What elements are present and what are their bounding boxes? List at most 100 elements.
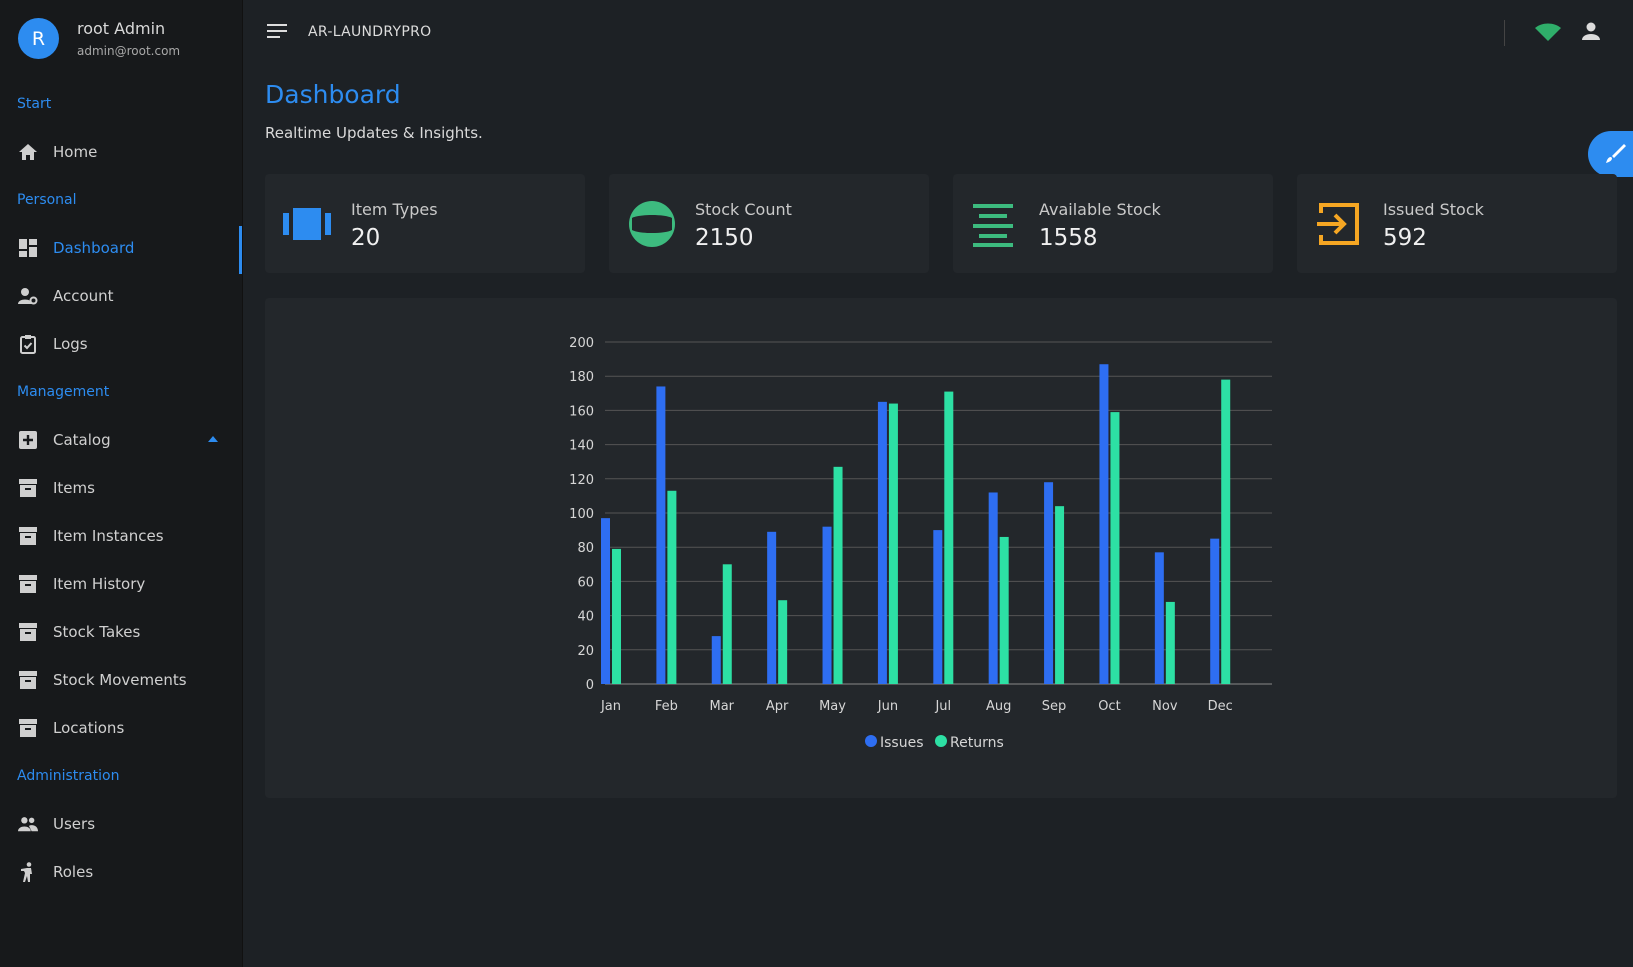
card-value: 20 — [351, 225, 381, 251]
legend-marker — [935, 735, 947, 747]
archive-icon — [18, 478, 38, 498]
bar-issues — [877, 401, 887, 684]
sidebar-item-label: Stock Movements — [53, 671, 187, 689]
y-tick-label: 100 — [569, 507, 594, 522]
sidebar-item-label: Dashboard — [53, 239, 135, 257]
sidebar-item-label: Item Instances — [53, 527, 164, 545]
x-tick-label: Jul — [934, 699, 951, 714]
bar-issues — [1099, 364, 1109, 684]
top-bar: AR-LAUNDRYPRO — [242, 0, 1633, 66]
sidebar-item-label: Catalog — [53, 431, 111, 449]
sidebar-item-item-history[interactable]: Item History — [0, 560, 242, 608]
profile-name: root Admin — [77, 19, 166, 38]
card-value: 2150 — [695, 225, 754, 251]
bar-issues — [656, 386, 666, 684]
sidebar-item-users[interactable]: Users — [0, 800, 242, 848]
bar-issues — [1154, 552, 1164, 684]
x-tick-label: Aug — [986, 699, 1011, 714]
sidebar-item-roles[interactable]: Roles — [0, 848, 242, 896]
paint-brush-icon — [1606, 144, 1626, 163]
x-tick-label: Apr — [766, 699, 789, 714]
x-tick-label: May — [819, 699, 846, 714]
y-tick-label: 80 — [577, 541, 594, 556]
legend-label: Issues — [880, 735, 924, 751]
stock-count-icon — [627, 201, 675, 247]
sidebar-item-label: Roles — [53, 863, 94, 881]
archive-icon — [18, 574, 38, 594]
x-tick-label: Nov — [1152, 699, 1178, 714]
bar-returns — [944, 391, 954, 684]
sidebar-item-locations[interactable]: Locations — [0, 704, 242, 752]
sidebar-item-label: Account — [53, 287, 114, 305]
stat-card-available-stock[interactable]: Available Stock 1558 — [953, 174, 1273, 273]
bar-issues — [933, 530, 943, 684]
page-title: Dashboard — [265, 80, 401, 109]
home-icon — [18, 142, 38, 162]
y-tick-label: 140 — [569, 439, 594, 454]
sidebar-item-label: Locations — [53, 719, 125, 737]
archive-icon — [18, 718, 38, 738]
archive-icon — [18, 670, 38, 690]
bar-returns — [778, 600, 788, 684]
caret-up-icon[interactable] — [208, 436, 218, 442]
bar-returns — [1221, 379, 1231, 684]
card-label: Stock Count — [695, 200, 792, 219]
wifi-icon[interactable] — [1535, 23, 1561, 45]
sidebar-item-label: Items — [53, 479, 95, 497]
x-tick-label: Sep — [1042, 699, 1067, 714]
sidebar-item-catalog[interactable]: Catalog — [0, 416, 242, 464]
chart-panel: 0 20 40 60 80 100 120 140 160 180 200 Jan Feb Mar Apr M… — [265, 298, 1617, 798]
x-tick-label: Oct — [1098, 699, 1120, 714]
divider — [1504, 20, 1505, 46]
user-icon[interactable] — [1582, 22, 1600, 44]
sidebar-item-logs[interactable]: Logs — [0, 320, 242, 368]
stat-card-issued-stock[interactable]: Issued Stock 592 — [1297, 174, 1617, 273]
sidebar-item-dashboard[interactable]: Dashboard — [0, 224, 242, 274]
sidebar-item-item-instances[interactable]: Item Instances — [0, 512, 242, 560]
card-value: 1558 — [1039, 225, 1098, 251]
avatar[interactable]: R — [18, 18, 59, 59]
users-icon — [18, 814, 38, 834]
sidebar-item-label: Home — [53, 143, 98, 161]
profile-email: admin@root.com — [77, 44, 181, 58]
y-tick-label: 180 — [569, 370, 594, 385]
y-tick-label: 120 — [569, 473, 594, 488]
bar-issues — [767, 531, 777, 684]
sidebar-item-stock-takes[interactable]: Stock Takes — [0, 608, 242, 656]
bar-returns — [1110, 412, 1120, 684]
clipboard-check-icon — [18, 334, 38, 354]
available-stock-icon — [971, 201, 1019, 247]
sidebar-item-label: Item History — [53, 575, 146, 593]
card-label: Available Stock — [1039, 200, 1161, 219]
menu-icon[interactable] — [267, 24, 287, 40]
y-tick-label: 60 — [577, 575, 594, 590]
sidebar-item-home[interactable]: Home — [0, 128, 242, 176]
dashboard-icon — [18, 238, 38, 258]
customize-button[interactable] — [1588, 131, 1633, 177]
bar-returns — [722, 564, 732, 684]
bar-returns — [1055, 506, 1065, 684]
y-tick-label: 20 — [577, 644, 594, 659]
sidebar-item-items[interactable]: Items — [0, 464, 242, 512]
sidebar-item-label: Stock Takes — [53, 623, 141, 641]
stat-card-stock-count[interactable]: Stock Count 2150 — [609, 174, 929, 273]
x-tick-label: Dec — [1208, 699, 1233, 714]
legend-marker — [865, 735, 877, 747]
sidebar-item-stock-movements[interactable]: Stock Movements — [0, 656, 242, 704]
bar-returns — [667, 490, 677, 684]
sidebar-item-account[interactable]: Account — [0, 272, 242, 320]
y-tick-label: 0 — [586, 678, 594, 693]
user-profile[interactable]: R root Admin admin@root.com — [18, 18, 180, 59]
section-management: Management — [17, 384, 110, 400]
y-tick-label: 160 — [569, 404, 594, 419]
y-tick-label: 200 — [569, 336, 594, 351]
archive-icon — [18, 622, 38, 642]
bar-issues — [1210, 538, 1220, 684]
bar-returns — [612, 548, 621, 684]
bar-returns — [833, 466, 843, 684]
stat-card-item-types[interactable]: Item Types 20 — [265, 174, 585, 273]
bar-returns — [999, 536, 1009, 684]
person-walking-icon — [18, 862, 38, 882]
page-subtitle: Realtime Updates & Insights. — [265, 124, 483, 142]
section-start: Start — [17, 96, 52, 112]
